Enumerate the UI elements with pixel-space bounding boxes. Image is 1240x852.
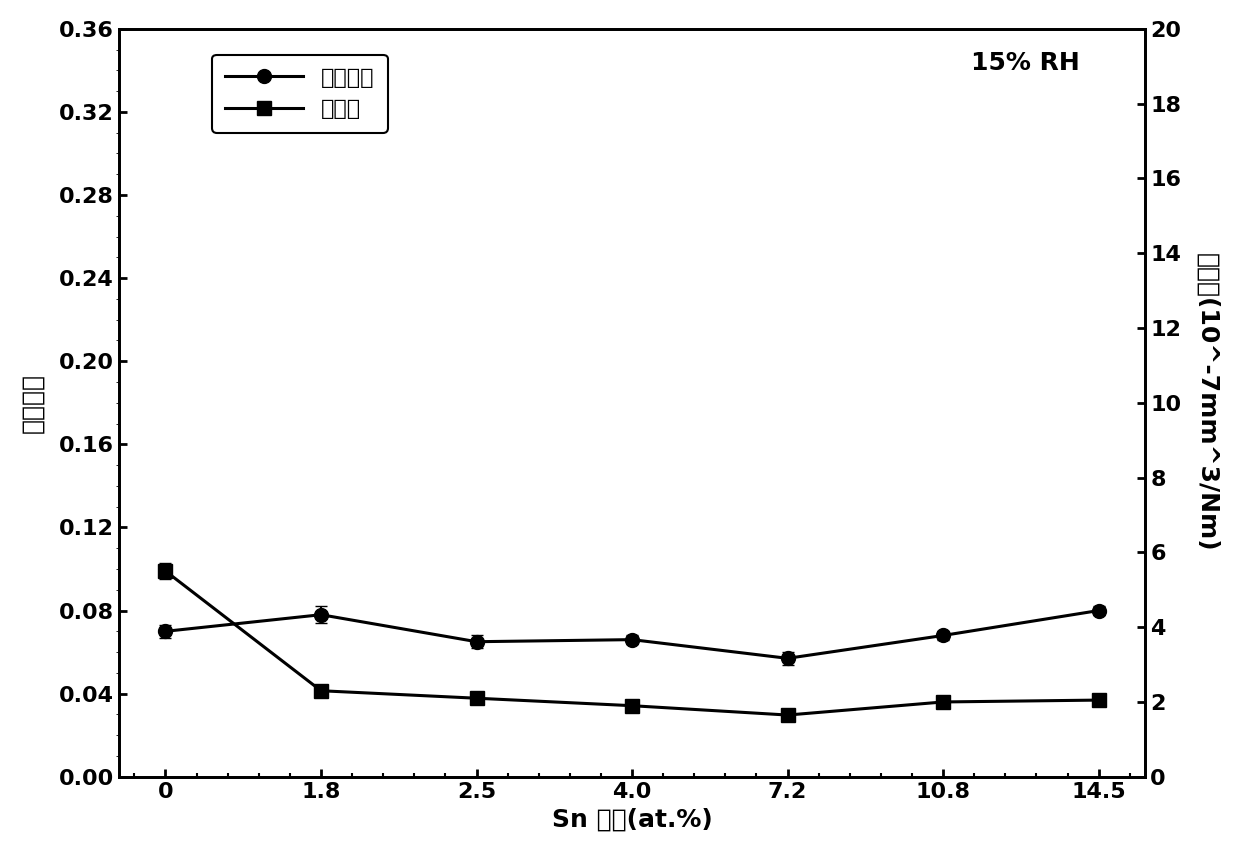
摸擦系数	[469, 636, 484, 647]
摸擦系数	[314, 609, 329, 619]
摸擦系数	[157, 626, 172, 636]
Y-axis label: 磨损率(10^-7mm^3/Nm): 磨损率(10^-7mm^3/Nm)	[1195, 254, 1219, 552]
摸擦系数	[780, 653, 795, 664]
磨损率	[1091, 695, 1106, 705]
Line: 摸擦系数: 摸擦系数	[159, 603, 1106, 665]
磨损率	[157, 566, 172, 576]
磨损率	[780, 710, 795, 720]
X-axis label: Sn 含量(at.%): Sn 含量(at.%)	[552, 807, 713, 832]
磨损率	[936, 697, 951, 707]
Text: 15% RH: 15% RH	[971, 51, 1080, 75]
摸擦系数	[936, 630, 951, 641]
磨损率	[314, 686, 329, 696]
Y-axis label: 摸擦系数: 摸擦系数	[21, 373, 45, 433]
摸擦系数	[625, 635, 640, 645]
磨损率	[469, 694, 484, 704]
Legend: 摸擦系数, 磨损率: 摸擦系数, 磨损率	[212, 55, 388, 133]
摸擦系数	[1091, 606, 1106, 616]
Line: 磨损率: 磨损率	[159, 564, 1106, 722]
磨损率	[625, 700, 640, 711]
